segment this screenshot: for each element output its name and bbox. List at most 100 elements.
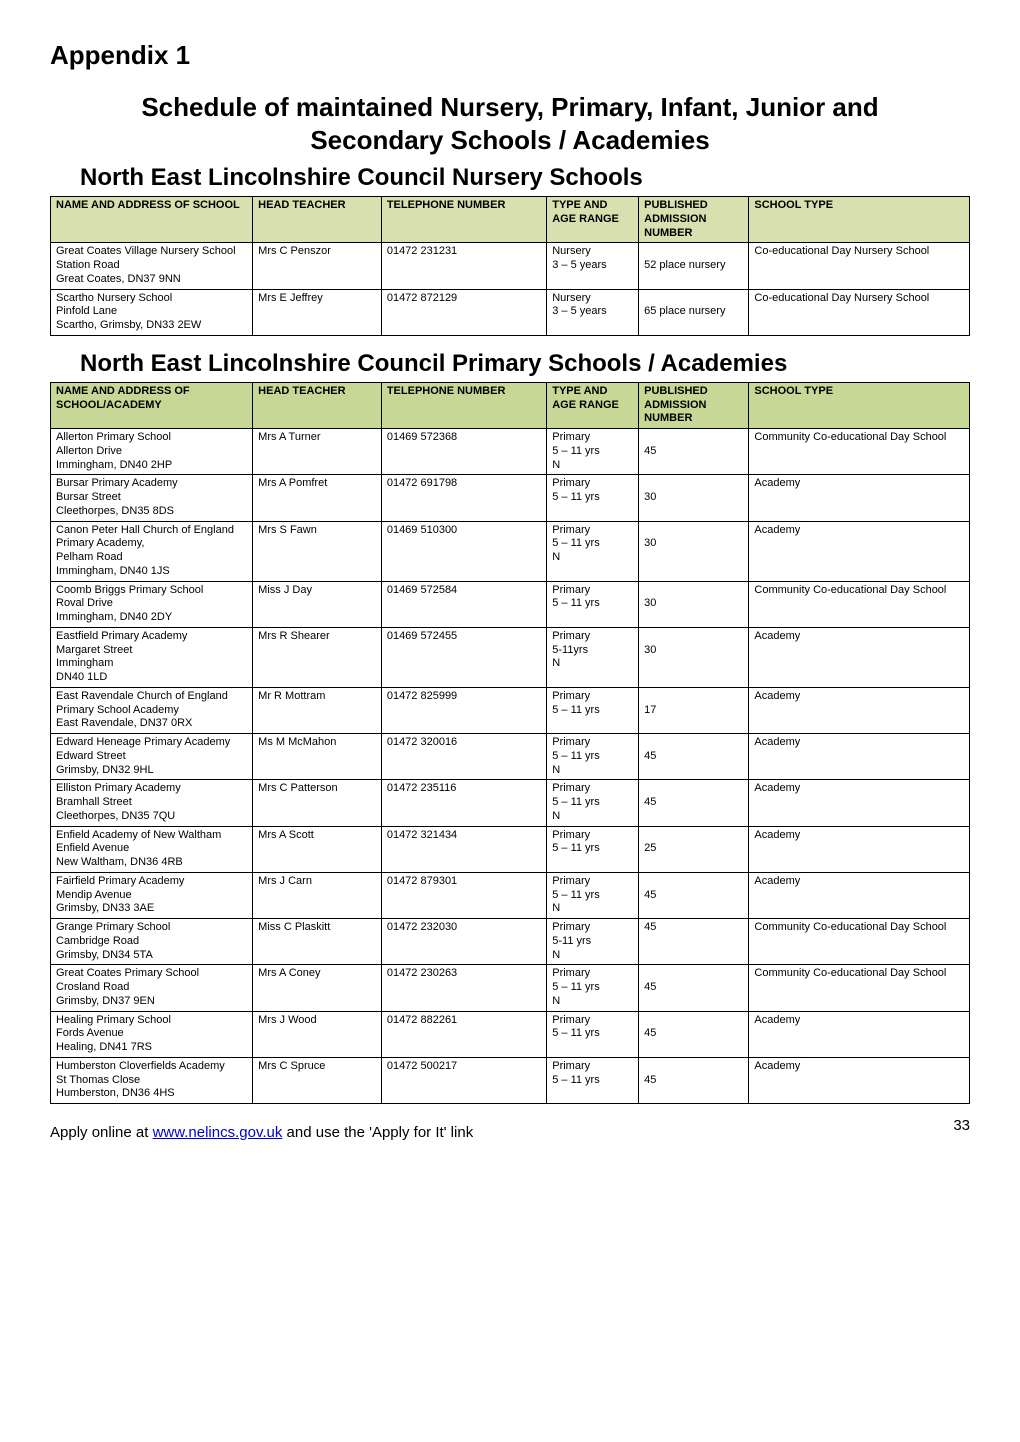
table-cell: Edward Heneage Primary Academy Edward St… [51, 734, 253, 780]
table-cell: Primary 5 – 11 yrs [547, 475, 639, 521]
column-header: PUBLISHED ADMISSION NUMBER [639, 382, 749, 428]
table-cell: Academy [749, 1057, 970, 1103]
table-cell: Primary 5 – 11 yrs N [547, 521, 639, 581]
table-cell: Primary 5 – 11 yrs N [547, 965, 639, 1011]
table-row: Healing Primary School Fords Avenue Heal… [51, 1011, 970, 1057]
table-cell: Mr R Mottram [253, 687, 382, 733]
table-cell: 30 [639, 627, 749, 687]
table-cell: Coomb Briggs Primary School Roval Drive … [51, 581, 253, 627]
schools-table: NAME AND ADDRESS OF SCHOOLHEAD TEACHERTE… [50, 196, 970, 336]
table-cell: Nursery 3 – 5 years [547, 289, 639, 335]
table-cell: Eastfield Primary Academy Margaret Stree… [51, 627, 253, 687]
table-cell: 01472 230263 [381, 965, 546, 1011]
table-row: Humberston Cloverfields Academy St Thoma… [51, 1057, 970, 1103]
table-cell: East Ravendale Church of England Primary… [51, 687, 253, 733]
footer-link[interactable]: www.nelincs.gov.uk [153, 1124, 283, 1141]
column-header: NAME AND ADDRESS OF SCHOOL [51, 197, 253, 243]
table-cell: 01472 231231 [381, 243, 546, 289]
table-cell: Bursar Primary Academy Bursar Street Cle… [51, 475, 253, 521]
table-cell: 45 [639, 429, 749, 475]
table-cell: Enfield Academy of New Waltham Enfield A… [51, 826, 253, 872]
table-cell: Canon Peter Hall Church of England Prima… [51, 521, 253, 581]
table-cell: Academy [749, 475, 970, 521]
table-row: Grange Primary School Cambridge Road Gri… [51, 919, 970, 965]
table-cell: Community Co-educational Day School [749, 429, 970, 475]
table-cell: Great Coates Village Nursery School Stat… [51, 243, 253, 289]
table-cell: Primary 5 – 11 yrs [547, 581, 639, 627]
table-row: Bursar Primary Academy Bursar Street Cle… [51, 475, 970, 521]
table-cell: Fairfield Primary Academy Mendip Avenue … [51, 872, 253, 918]
table-row: East Ravendale Church of England Primary… [51, 687, 970, 733]
table-cell: 30 [639, 521, 749, 581]
table-cell: 65 place nursery [639, 289, 749, 335]
table-cell: 01472 879301 [381, 872, 546, 918]
table-row: Coomb Briggs Primary School Roval Drive … [51, 581, 970, 627]
table-cell: Primary 5 – 11 yrs N [547, 734, 639, 780]
sections-container: North East Lincolnshire Council Nursery … [50, 164, 970, 1104]
table-cell: Mrs C Patterson [253, 780, 382, 826]
table-cell: Allerton Primary School Allerton Drive I… [51, 429, 253, 475]
table-cell: Miss J Day [253, 581, 382, 627]
table-cell: Mrs A Scott [253, 826, 382, 872]
table-cell: Academy [749, 780, 970, 826]
section-title: North East Lincolnshire Council Nursery … [80, 164, 970, 192]
table-cell: Healing Primary School Fords Avenue Heal… [51, 1011, 253, 1057]
column-header: TYPE AND AGE RANGE [547, 382, 639, 428]
table-cell: Primary 5-11yrs N [547, 627, 639, 687]
column-header: TYPE AND AGE RANGE [547, 197, 639, 243]
table-cell: 01472 320016 [381, 734, 546, 780]
table-cell: 01472 235116 [381, 780, 546, 826]
table-cell: Primary 5 – 11 yrs [547, 687, 639, 733]
table-cell: Community Co-educational Day School [749, 581, 970, 627]
column-header: TELEPHONE NUMBER [381, 382, 546, 428]
table-cell: Mrs J Wood [253, 1011, 382, 1057]
table-cell: Mrs S Fawn [253, 521, 382, 581]
table-cell: 17 [639, 687, 749, 733]
table-cell: Academy [749, 687, 970, 733]
column-header: PUBLISHED ADMISSION NUMBER [639, 197, 749, 243]
table-cell: 01469 572368 [381, 429, 546, 475]
column-header: TELEPHONE NUMBER [381, 197, 546, 243]
table-cell: 01472 691798 [381, 475, 546, 521]
table-cell: Elliston Primary Academy Bramhall Street… [51, 780, 253, 826]
column-header: SCHOOL TYPE [749, 382, 970, 428]
table-cell: Primary 5 – 11 yrs [547, 1057, 639, 1103]
table-cell: 01472 825999 [381, 687, 546, 733]
table-row: Canon Peter Hall Church of England Prima… [51, 521, 970, 581]
table-cell: Community Co-educational Day School [749, 919, 970, 965]
table-cell: 25 [639, 826, 749, 872]
table-cell: Primary 5-11 yrs N [547, 919, 639, 965]
table-cell: 01472 882261 [381, 1011, 546, 1057]
table-cell: 45 [639, 965, 749, 1011]
table-cell: 45 [639, 734, 749, 780]
table-cell: Mrs C Spruce [253, 1057, 382, 1103]
table-cell: 01469 572584 [381, 581, 546, 627]
appendix-heading: Appendix 1 [50, 40, 970, 71]
table-row: Scartho Nursery School Pinfold Lane Scar… [51, 289, 970, 335]
section-title: North East Lincolnshire Council Primary … [80, 350, 970, 378]
table-cell: 01469 510300 [381, 521, 546, 581]
table-cell: Academy [749, 627, 970, 687]
table-cell: Ms M McMahon [253, 734, 382, 780]
table-cell: Primary 5 – 11 yrs N [547, 872, 639, 918]
table-cell: 30 [639, 475, 749, 521]
table-row: Eastfield Primary Academy Margaret Stree… [51, 627, 970, 687]
table-cell: Great Coates Primary School Crosland Roa… [51, 965, 253, 1011]
table-cell: Co-educational Day Nursery School [749, 243, 970, 289]
column-header: SCHOOL TYPE [749, 197, 970, 243]
table-cell: Scartho Nursery School Pinfold Lane Scar… [51, 289, 253, 335]
table-cell: Mrs R Shearer [253, 627, 382, 687]
column-header: NAME AND ADDRESS OF SCHOOL/ACADEMY [51, 382, 253, 428]
table-cell: 45 [639, 872, 749, 918]
table-cell: Humberston Cloverfields Academy St Thoma… [51, 1057, 253, 1103]
table-row: Elliston Primary Academy Bramhall Street… [51, 780, 970, 826]
page-number: 33 [953, 1117, 970, 1134]
main-title: Schedule of maintained Nursery, Primary,… [90, 91, 930, 156]
table-cell: Miss C Plaskitt [253, 919, 382, 965]
table-cell: 45 [639, 1057, 749, 1103]
table-cell: Primary 5 – 11 yrs N [547, 780, 639, 826]
table-cell: Community Co-educational Day School [749, 965, 970, 1011]
table-cell: Mrs A Coney [253, 965, 382, 1011]
table-cell: 01472 500217 [381, 1057, 546, 1103]
table-row: Fairfield Primary Academy Mendip Avenue … [51, 872, 970, 918]
